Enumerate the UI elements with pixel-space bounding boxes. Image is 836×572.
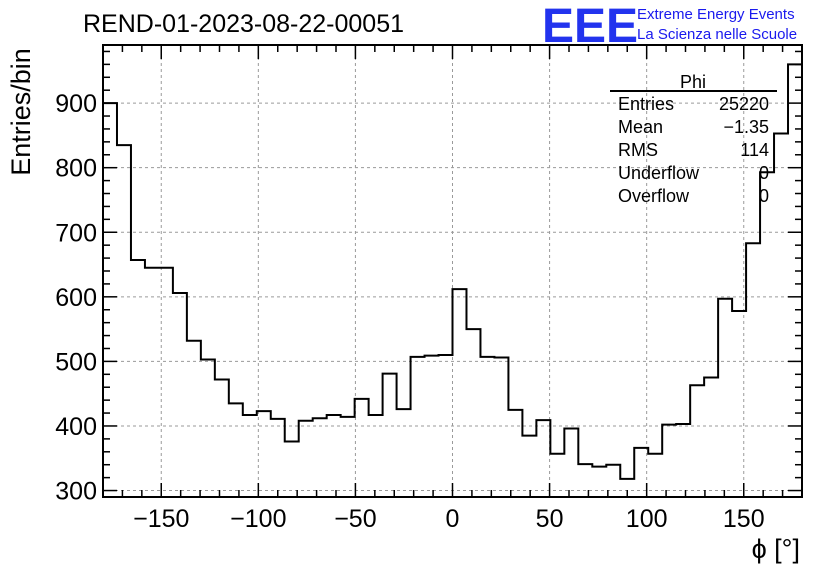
logo-line-2: La Scienza nelle Scuole [637, 26, 797, 43]
y-tick-label: 800 [55, 155, 97, 183]
x-tick-label: −50 [334, 505, 376, 533]
histogram-bin [592, 467, 606, 497]
y-tick-label: 300 [55, 478, 97, 506]
histogram-bin [704, 378, 718, 497]
stats-label: Overflow [618, 186, 690, 206]
x-tick-label: −150 [133, 505, 189, 533]
x-tick-label: 0 [446, 505, 460, 533]
histogram-bin [299, 421, 313, 497]
stats-box: Phi Entries 25220 Mean −1.35 RMS 114 Underflow… [610, 72, 777, 206]
histogram-bin [383, 374, 397, 497]
stats-value: 114 [740, 140, 769, 160]
x-tick-label: 150 [723, 505, 765, 533]
histogram-bin [648, 454, 662, 497]
y-tick-label: 900 [55, 90, 97, 118]
eee-logo: EEE Extreme Energy Events La Scienza nel… [542, 0, 797, 53]
y-tick-label: 500 [55, 348, 97, 376]
x-axis-ticks: −150 −100 −50 0 50 100 150 [102, 45, 803, 533]
histogram-bin [243, 415, 257, 497]
histogram-bin [145, 268, 159, 497]
histogram-bin [536, 420, 550, 497]
stats-label: Mean [618, 117, 663, 137]
histogram-bin [774, 133, 788, 497]
histogram-bin [508, 410, 522, 497]
x-tick-label: 50 [536, 505, 564, 533]
histogram-bin [718, 299, 732, 497]
histogram-bin [578, 464, 592, 497]
histogram-bin [103, 103, 117, 497]
stats-value: 25220 [719, 94, 769, 114]
histogram-bin [271, 419, 285, 497]
histogram-bin [550, 454, 564, 497]
histogram-bin [355, 399, 369, 497]
histogram-bin [662, 425, 676, 497]
x-tick-label: −100 [230, 505, 286, 533]
histogram-bin [466, 329, 480, 497]
histogram-bin [676, 424, 690, 497]
stats-label: RMS [618, 140, 658, 160]
stats-value: −1.35 [723, 117, 769, 137]
histogram-bin [341, 417, 355, 497]
histogram-bin [425, 356, 439, 497]
histogram-bin [313, 418, 327, 497]
histogram-bins [103, 63, 802, 497]
histogram-bin [327, 415, 341, 497]
histogram-bin [397, 409, 411, 497]
stats-value: 0 [759, 186, 769, 206]
histogram-bin [229, 403, 243, 497]
histogram-bin [690, 385, 704, 497]
y-tick-label: 700 [55, 219, 97, 247]
histogram-bin [187, 341, 201, 497]
histogram-bin [117, 145, 131, 497]
histogram-bin [494, 358, 508, 497]
histogram-bin [564, 429, 578, 497]
y-tick-label: 400 [55, 413, 97, 441]
histogram-step-line [103, 63, 802, 480]
histogram-bin [173, 293, 187, 497]
histogram-bin [480, 357, 494, 497]
stats-label: Underflow [618, 163, 700, 183]
histogram-bin [746, 243, 760, 497]
x-axis-label: ϕ [°] [752, 534, 800, 564]
histogram-bin [760, 172, 774, 497]
stats-title: Phi [680, 72, 706, 92]
histogram-bin [522, 436, 536, 497]
y-tick-label: 600 [55, 284, 97, 312]
stats-rows: Entries 25220 Mean −1.35 RMS 114 Underflow 0 Ove… [618, 94, 769, 206]
stats-value: 0 [759, 163, 769, 183]
histogram-bin [285, 441, 299, 497]
histogram-bin [369, 415, 383, 497]
histogram-bin [215, 379, 229, 497]
histogram-bin [201, 359, 215, 497]
histogram-bin [453, 289, 467, 497]
histogram-bin [159, 268, 173, 497]
y-axis-ticks: 300 400 500 600 700 800 900 [55, 50, 802, 506]
histogram-bin [732, 311, 746, 497]
x-tick-label: 100 [626, 505, 668, 533]
histogram-bin [411, 357, 425, 497]
y-axis-label: Entries/bin [6, 48, 36, 176]
stats-label: Entries [618, 94, 674, 114]
chart-title: REND-01-2023-08-22-00051 [83, 10, 404, 38]
logo-line-1: Extreme Energy Events [637, 6, 795, 23]
histogram-bin [439, 355, 453, 497]
histogram-bin [131, 260, 145, 497]
